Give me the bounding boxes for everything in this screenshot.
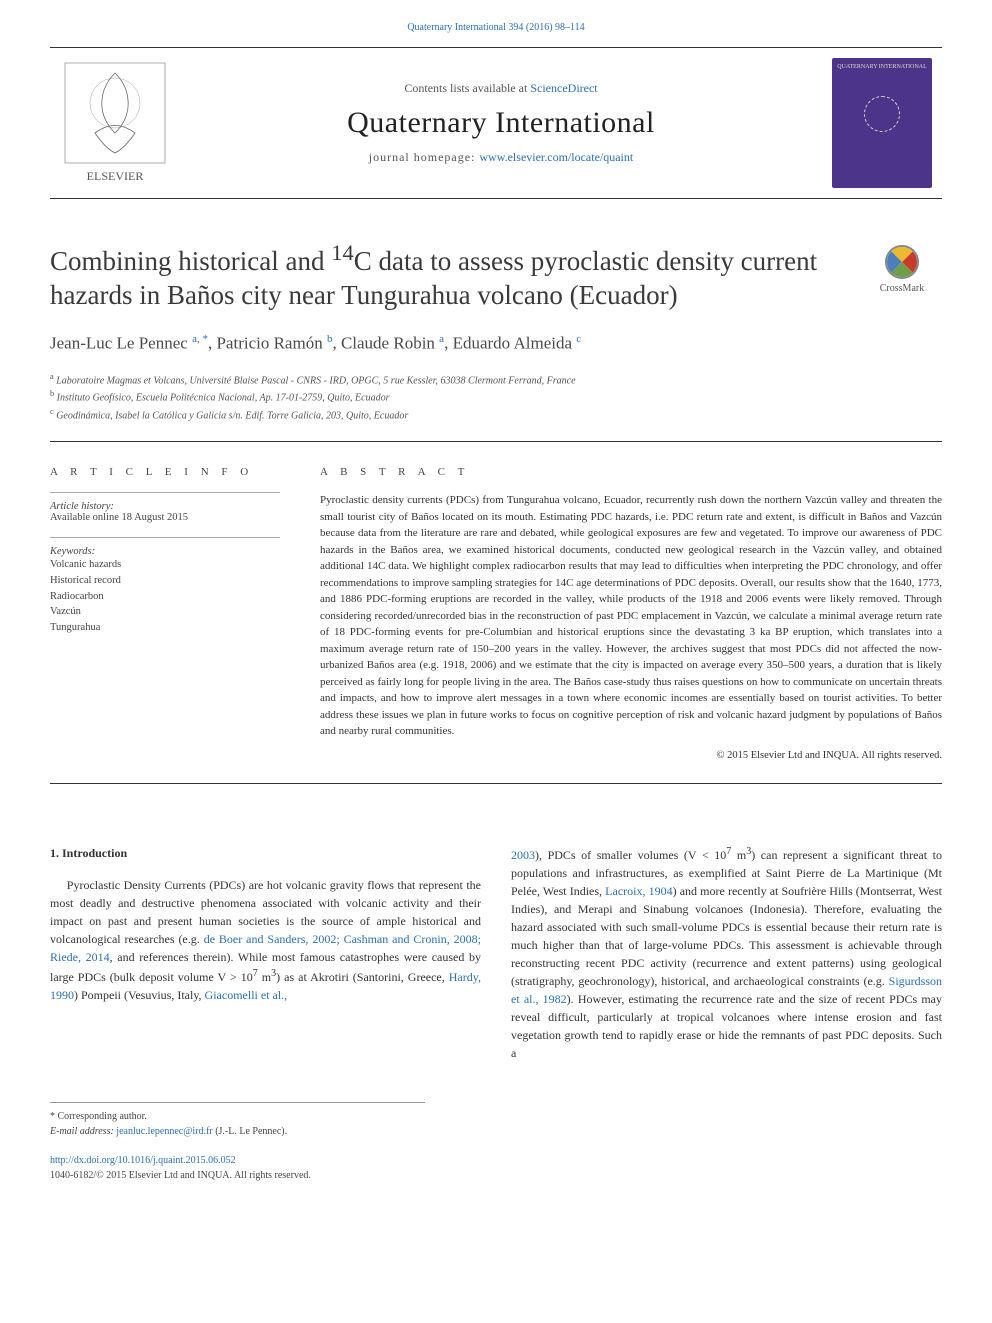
journal-homepage: journal homepage: www.elsevier.com/locat… <box>369 150 633 165</box>
keyword-item: Vazcún <box>50 604 280 620</box>
citation-link[interactable]: Giacomelli et al., <box>205 988 288 1002</box>
keyword-item: Radiocarbon <box>50 589 280 605</box>
citation-link[interactable]: Lacroix, 1904 <box>605 884 672 898</box>
author-email-link[interactable]: jeanluc.lepennec@ird.fr <box>116 1126 212 1137</box>
abstract-header: A B S T R A C T <box>320 466 942 478</box>
section-heading: 1. Introduction <box>50 844 481 862</box>
top-citation-band: Quaternary International 394 (2016) 98–1… <box>50 0 942 47</box>
article-info-sidebar: A R T I C L E I N F O Article history: A… <box>50 466 280 761</box>
body-right-column: 2003), PDCs of smaller volumes (V < 107 … <box>511 844 942 1062</box>
sciencedirect-link[interactable]: ScienceDirect <box>530 81 597 95</box>
article-title: Combining historical and 14C data to ass… <box>50 239 852 313</box>
issn-line: 1040-6182/© 2015 Elsevier Ltd and INQUA.… <box>50 1168 942 1183</box>
top-citation-link[interactable]: Quaternary International 394 (2016) 98–1… <box>407 22 584 33</box>
affiliations: a Laboratoire Magmas et Volcans, Univers… <box>50 371 942 442</box>
article-history-line: Available online 18 August 2015 <box>50 512 280 523</box>
email-label: E-mail address: <box>50 1126 116 1137</box>
cover-title: QUATERNARY INTERNATIONAL <box>832 64 932 70</box>
crossmark-badge[interactable]: CrossMark <box>862 239 942 294</box>
authors-line: Jean-Luc Le Pennec a, *, Patricio Ramón … <box>50 333 942 354</box>
citation-link[interactable]: 2003 <box>511 848 535 862</box>
corresponding-author-note: * Corresponding author. <box>50 1109 425 1124</box>
body-left-column: 1. Introduction Pyroclastic Density Curr… <box>50 844 481 1062</box>
body-paragraph: Pyroclastic Density Currents (PDCs) are … <box>50 876 481 1004</box>
cover-seal-icon <box>864 96 900 132</box>
journal-cover: QUATERNARY INTERNATIONAL <box>822 48 942 198</box>
journal-name: Quaternary International <box>347 106 655 140</box>
article-history-label: Article history: <box>50 501 280 512</box>
keywords-label: Keywords: <box>50 546 280 557</box>
doi-link[interactable]: http://dx.doi.org/10.1016/j.quaint.2015.… <box>50 1155 236 1166</box>
journal-homepage-link[interactable]: www.elsevier.com/locate/quaint <box>479 150 633 164</box>
contents-line: Contents lists available at ScienceDirec… <box>404 81 597 96</box>
publisher-logo: ELSEVIER <box>50 48 180 198</box>
footer-ids: http://dx.doi.org/10.1016/j.quaint.2015.… <box>50 1153 942 1183</box>
keyword-item: Tungurahua <box>50 620 280 636</box>
keyword-item: Volcanic hazards <box>50 557 280 573</box>
keyword-item: Historical record <box>50 573 280 589</box>
abstract-text: Pyroclastic density currents (PDCs) from… <box>320 492 942 740</box>
abstract-copyright: © 2015 Elsevier Ltd and INQUA. All right… <box>320 750 942 761</box>
publisher-logo-text: ELSEVIER <box>87 169 144 183</box>
article-info-header: A R T I C L E I N F O <box>50 466 280 478</box>
crossmark-label: CrossMark <box>880 283 924 294</box>
footnotes: * Corresponding author. E-mail address: … <box>50 1102 425 1139</box>
body-paragraph: 2003), PDCs of smaller volumes (V < 107 … <box>511 844 942 1062</box>
